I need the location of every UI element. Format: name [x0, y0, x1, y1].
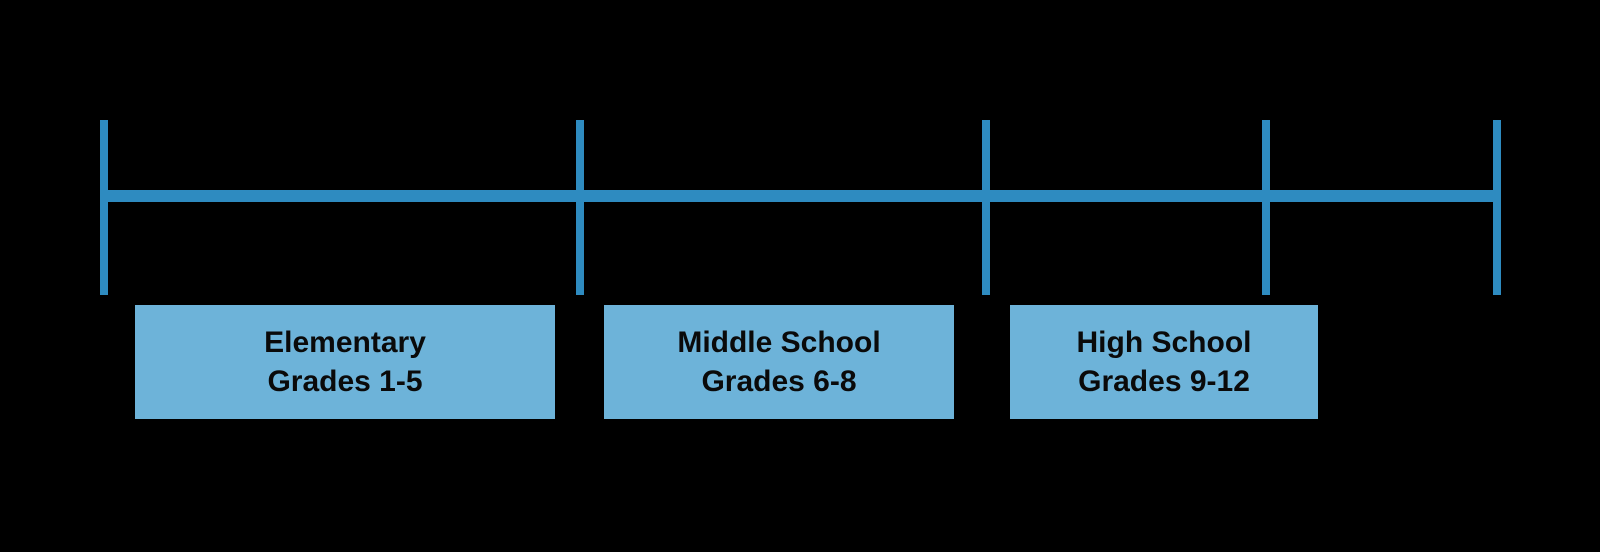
- timeline-horizontal-line: [100, 190, 1500, 202]
- stage-box-high: High School Grades 9-12: [1010, 305, 1318, 419]
- stage-subtitle: Grades 1-5: [165, 362, 525, 401]
- stage-box-elementary: Elementary Grades 1-5: [135, 305, 555, 419]
- stage-subtitle: Grades 6-8: [634, 362, 924, 401]
- timeline-tick-1: [576, 120, 584, 295]
- stage-title: Middle School: [634, 323, 924, 362]
- stage-subtitle: Grades 9-12: [1040, 362, 1288, 401]
- stage-box-middle: Middle School Grades 6-8: [604, 305, 954, 419]
- timeline-tick-2: [982, 120, 990, 295]
- timeline-tick-0: [100, 120, 108, 295]
- timeline-tick-3: [1262, 120, 1270, 295]
- stage-title: High School: [1040, 323, 1288, 362]
- stage-title: Elementary: [165, 323, 525, 362]
- timeline-tick-4: [1493, 120, 1501, 295]
